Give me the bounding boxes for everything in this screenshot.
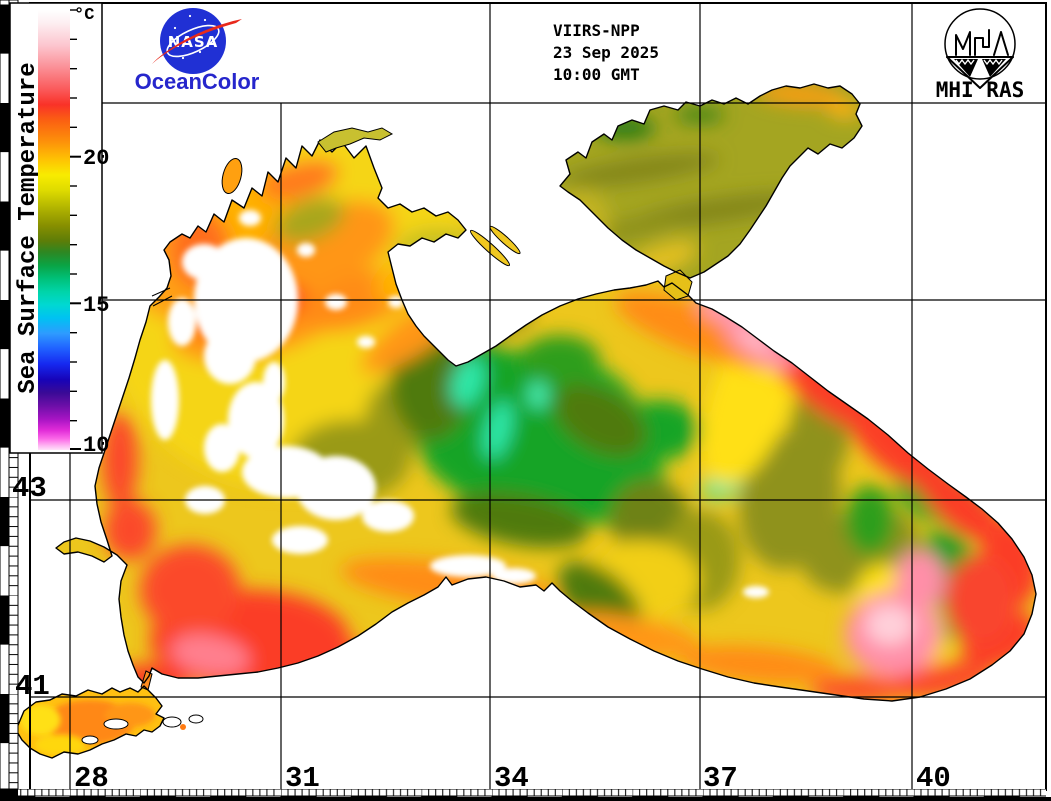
- colorbar-tick-label-15: 15: [83, 293, 109, 318]
- longitude-labels: 28 31 34 37 40: [74, 762, 951, 795]
- colorbar-ticks: [70, 9, 81, 450]
- nasa-meatball-icon: NASA: [152, 8, 242, 74]
- mhi-ras-waterline: [955, 58, 1003, 66]
- sensor-line: VIIRS-NPP: [553, 21, 640, 40]
- colorbar-gradient: [38, 10, 70, 450]
- colorbar-tick-label-10: 10: [83, 433, 109, 458]
- latitude-labels: 43 41: [12, 472, 50, 703]
- estuary-limans: [221, 127, 521, 267]
- lat-label-43: 43: [12, 472, 47, 505]
- colorbar-unit-label: °C: [74, 6, 94, 25]
- marmara-islands: [81, 714, 204, 745]
- colorbar-tick-label-20: 20: [83, 146, 109, 171]
- lon-label-37: 37: [703, 762, 738, 795]
- mhi-ras-emblem-icon: [946, 29, 1014, 89]
- colorbar-axis-title: Sea Surface Temperature: [15, 62, 42, 393]
- mhi-ras-logo: MHI RAS: [936, 8, 1025, 102]
- nasa-wordmark: NASA: [168, 33, 219, 51]
- lon-label-40: 40: [916, 762, 951, 795]
- cloud-gaps: [151, 173, 769, 598]
- islet-warm-dot: [180, 724, 186, 730]
- product-info: VIIRS-NPP 23 Sep 2025 10:00 GMT: [553, 21, 659, 84]
- nasa-oceancolor-logo: NASA OceanColor: [135, 8, 260, 94]
- lat-label-41: 41: [15, 670, 50, 703]
- date-line: 23 Sep 2025: [553, 43, 659, 62]
- mhi-ras-label: MHI RAS: [936, 78, 1025, 102]
- lon-label-31: 31: [285, 762, 320, 795]
- temperature-colorbar: Sea Surface Temperature 20 15 10 °C: [9, 2, 109, 458]
- graticule-lines: [30, 3, 1046, 790]
- lon-label-28: 28: [74, 762, 109, 795]
- nasa-swoosh-icon: [152, 19, 242, 64]
- bottom-degree-ruler: [0, 789, 1051, 801]
- oceancolor-wordmark: OceanColor: [135, 69, 260, 94]
- lon-label-34: 34: [494, 762, 529, 795]
- time-line: 10:00 GMT: [553, 65, 640, 84]
- danube-delta-channels: [151, 287, 173, 307]
